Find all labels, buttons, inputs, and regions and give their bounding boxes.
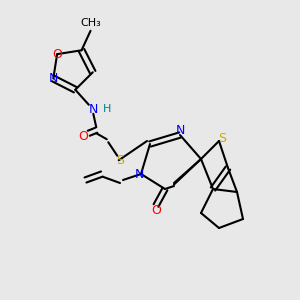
Text: CH₃: CH₃ [80,18,101,28]
Text: O: O [78,130,88,143]
Text: N: N [88,103,98,116]
Text: O: O [151,203,161,217]
Text: O: O [52,48,62,61]
Text: N: N [135,167,144,181]
Text: N: N [49,72,58,85]
Text: N: N [175,124,185,137]
Text: S: S [116,154,124,167]
Text: S: S [218,131,226,145]
Text: H: H [103,104,111,114]
